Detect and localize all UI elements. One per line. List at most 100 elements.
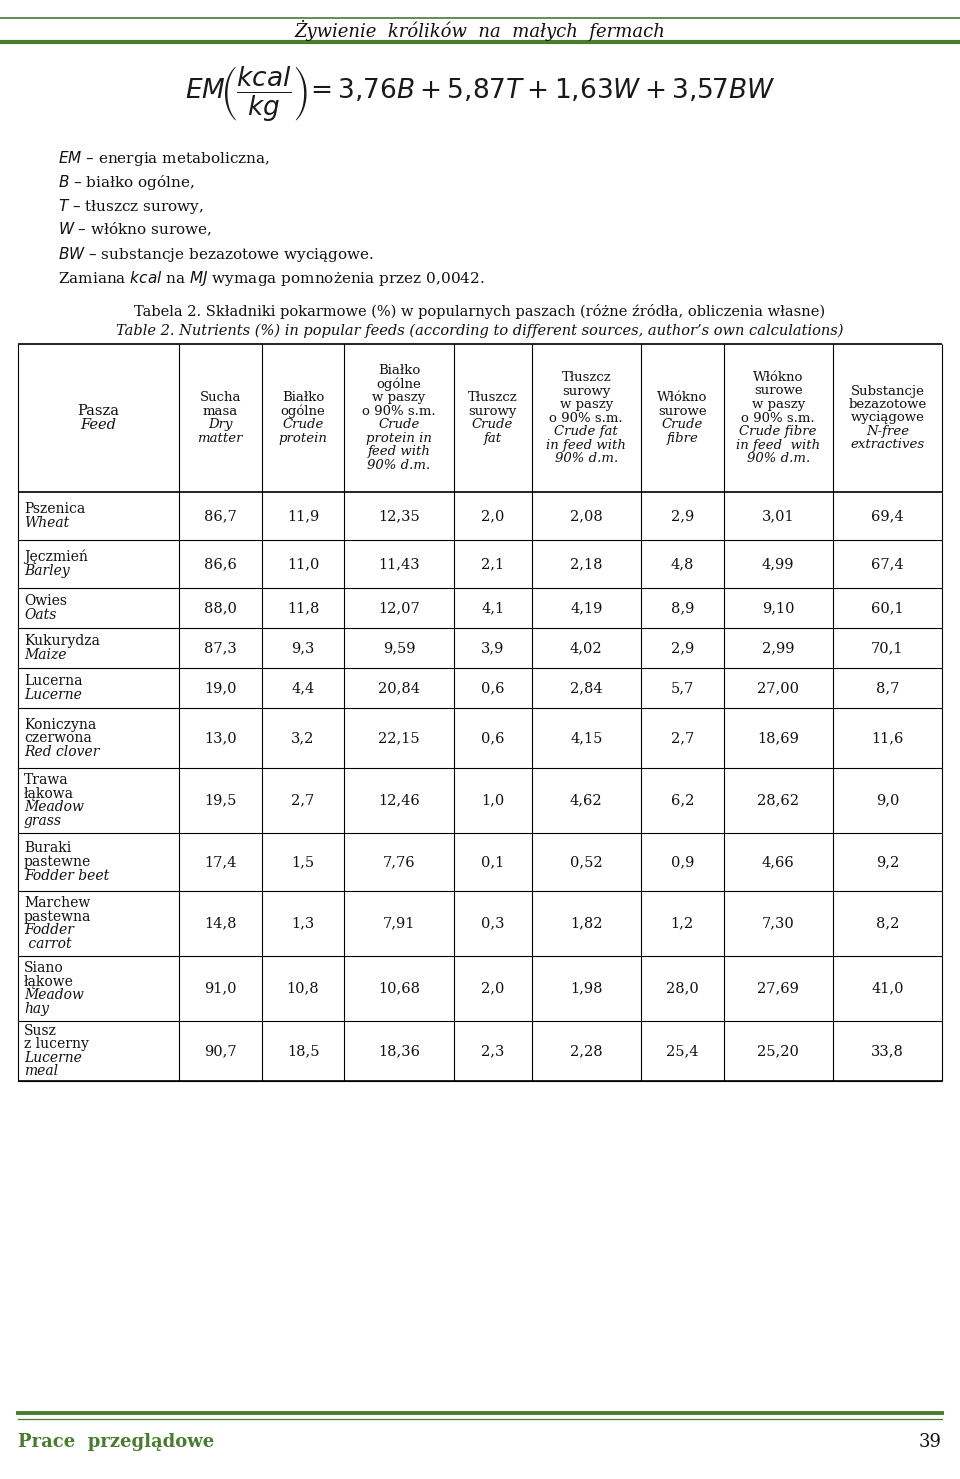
Text: 4,02: 4,02 <box>570 640 603 655</box>
Text: $\mathit{T}$ – tłuszcz surowy,: $\mathit{T}$ – tłuszcz surowy, <box>58 197 204 216</box>
Text: $\mathit{W}$ – włókno surowe,: $\mathit{W}$ – włókno surowe, <box>58 220 212 238</box>
Text: Meadow: Meadow <box>24 800 84 815</box>
Text: meal: meal <box>24 1065 59 1078</box>
Text: 90% d.m.: 90% d.m. <box>747 453 810 464</box>
Text: 2,99: 2,99 <box>762 640 795 655</box>
Text: Tabela 2. Składniki pokarmowe (%) w popularnych paszach (różne źródła, obliczeni: Tabela 2. Składniki pokarmowe (%) w popu… <box>134 305 826 319</box>
Text: protein in: protein in <box>366 432 432 445</box>
Text: in feed with: in feed with <box>546 438 626 451</box>
Text: 28,62: 28,62 <box>757 794 800 808</box>
Text: 2,28: 2,28 <box>570 1044 603 1057</box>
Text: Pszenica: Pszenica <box>24 503 85 516</box>
Text: Marchew: Marchew <box>24 896 90 910</box>
Text: feed with: feed with <box>368 445 430 458</box>
Text: Kukurydza: Kukurydza <box>24 634 100 648</box>
Text: łąkowe: łąkowe <box>24 975 74 989</box>
Text: 9,10: 9,10 <box>762 600 795 615</box>
Text: grass: grass <box>24 813 62 828</box>
Text: o 90% s.m.: o 90% s.m. <box>549 411 623 424</box>
Text: 9,0: 9,0 <box>876 794 900 808</box>
Text: Oats: Oats <box>24 608 57 621</box>
Text: 33,8: 33,8 <box>871 1044 904 1057</box>
Text: Crude: Crude <box>472 419 514 432</box>
Text: Siano: Siano <box>24 961 63 975</box>
Text: czerwona: czerwona <box>24 731 92 745</box>
Text: Tłuszcz: Tłuszcz <box>468 392 517 404</box>
Text: bezazotowe: bezazotowe <box>849 398 926 411</box>
Text: pastewna: pastewna <box>24 910 91 924</box>
Text: carrot: carrot <box>24 936 72 951</box>
Text: 1,98: 1,98 <box>570 982 603 995</box>
Text: Lucerne: Lucerne <box>24 1050 82 1065</box>
Text: 7,30: 7,30 <box>762 917 795 930</box>
Text: 20,84: 20,84 <box>378 680 420 695</box>
Text: 25,20: 25,20 <box>757 1044 799 1057</box>
Text: Crude: Crude <box>661 419 703 432</box>
Text: 12,35: 12,35 <box>378 509 420 524</box>
Text: 10,8: 10,8 <box>287 982 320 995</box>
Text: 4,99: 4,99 <box>762 558 795 571</box>
Text: 1,82: 1,82 <box>570 917 603 930</box>
Text: Crude fat: Crude fat <box>555 424 618 438</box>
Text: Prace  przeglądowe: Prace przeglądowe <box>18 1433 214 1451</box>
Text: 28,0: 28,0 <box>666 982 699 995</box>
Text: fat: fat <box>484 432 502 445</box>
Text: Maize: Maize <box>24 648 66 661</box>
Text: Lucerna: Lucerna <box>24 674 83 688</box>
Text: $\mathit{EM}\!\left(\dfrac{\mathit{kcal}}{\mathit{kg}}\right)\!=3{,}76\mathit{B}: $\mathit{EM}\!\left(\dfrac{\mathit{kcal}… <box>185 65 775 124</box>
Text: 25,4: 25,4 <box>666 1044 699 1057</box>
Text: Białko: Białko <box>378 364 420 377</box>
Text: 19,0: 19,0 <box>204 680 236 695</box>
Text: 90,7: 90,7 <box>204 1044 236 1057</box>
Text: Trawa: Trawa <box>24 774 68 787</box>
Text: 2,08: 2,08 <box>570 509 603 524</box>
Text: 91,0: 91,0 <box>204 982 236 995</box>
Text: 22,15: 22,15 <box>378 731 420 745</box>
Text: 88,0: 88,0 <box>204 600 237 615</box>
Text: Włókno: Włókno <box>657 392 708 404</box>
Text: 2,7: 2,7 <box>292 794 315 808</box>
Text: 1,5: 1,5 <box>292 855 315 870</box>
Text: 18,69: 18,69 <box>757 731 799 745</box>
Text: 2,7: 2,7 <box>671 731 694 745</box>
Text: Susz: Susz <box>24 1023 57 1038</box>
Text: 3,2: 3,2 <box>291 731 315 745</box>
Text: 1,2: 1,2 <box>671 917 694 930</box>
Text: 9,2: 9,2 <box>876 855 899 870</box>
Text: 8,9: 8,9 <box>671 600 694 615</box>
Text: in feed  with: in feed with <box>736 438 820 451</box>
Text: $\mathit{BW}$ – substancje bezazotowe wyciągowe.: $\mathit{BW}$ – substancje bezazotowe wy… <box>58 246 374 263</box>
Text: 0,6: 0,6 <box>481 680 504 695</box>
Text: Tłuszcz: Tłuszcz <box>562 371 612 385</box>
Text: 60,1: 60,1 <box>871 600 903 615</box>
Text: 17,4: 17,4 <box>204 855 236 870</box>
Text: ogólne: ogólne <box>280 404 325 419</box>
Text: 8,7: 8,7 <box>876 680 900 695</box>
Text: fibre: fibre <box>666 432 698 445</box>
Text: 41,0: 41,0 <box>871 982 903 995</box>
Text: 3,01: 3,01 <box>762 509 795 524</box>
Text: 11,0: 11,0 <box>287 558 320 571</box>
Text: 19,5: 19,5 <box>204 794 236 808</box>
Text: 1,0: 1,0 <box>481 794 504 808</box>
Text: matter: matter <box>198 432 243 445</box>
Text: 5,7: 5,7 <box>671 680 694 695</box>
Text: Table 2. Nutrients (%) in popular feeds (according to different sources, author’: Table 2. Nutrients (%) in popular feeds … <box>116 324 844 339</box>
Text: o 90% s.m.: o 90% s.m. <box>741 411 815 424</box>
Text: hay: hay <box>24 1001 49 1016</box>
Text: 4,8: 4,8 <box>671 558 694 571</box>
Text: 86,7: 86,7 <box>204 509 237 524</box>
Text: surowe: surowe <box>658 405 707 417</box>
Text: Lucerne: Lucerne <box>24 688 82 701</box>
Text: extractives: extractives <box>851 438 924 451</box>
Text: pastewne: pastewne <box>24 855 91 870</box>
Text: $\mathit{EM}$ – energia metaboliczna,: $\mathit{EM}$ – energia metaboliczna, <box>58 149 270 169</box>
Text: 13,0: 13,0 <box>204 731 236 745</box>
Text: Jęczmień: Jęczmień <box>24 550 88 565</box>
Text: surowy: surowy <box>468 405 516 417</box>
Text: 90% d.m.: 90% d.m. <box>555 453 618 464</box>
Text: 70,1: 70,1 <box>871 640 903 655</box>
Text: Barley: Barley <box>24 563 70 578</box>
Text: Włókno: Włókno <box>753 371 804 385</box>
Text: $\mathit{B}$ – białko ogólne,: $\mathit{B}$ – białko ogólne, <box>58 173 195 192</box>
